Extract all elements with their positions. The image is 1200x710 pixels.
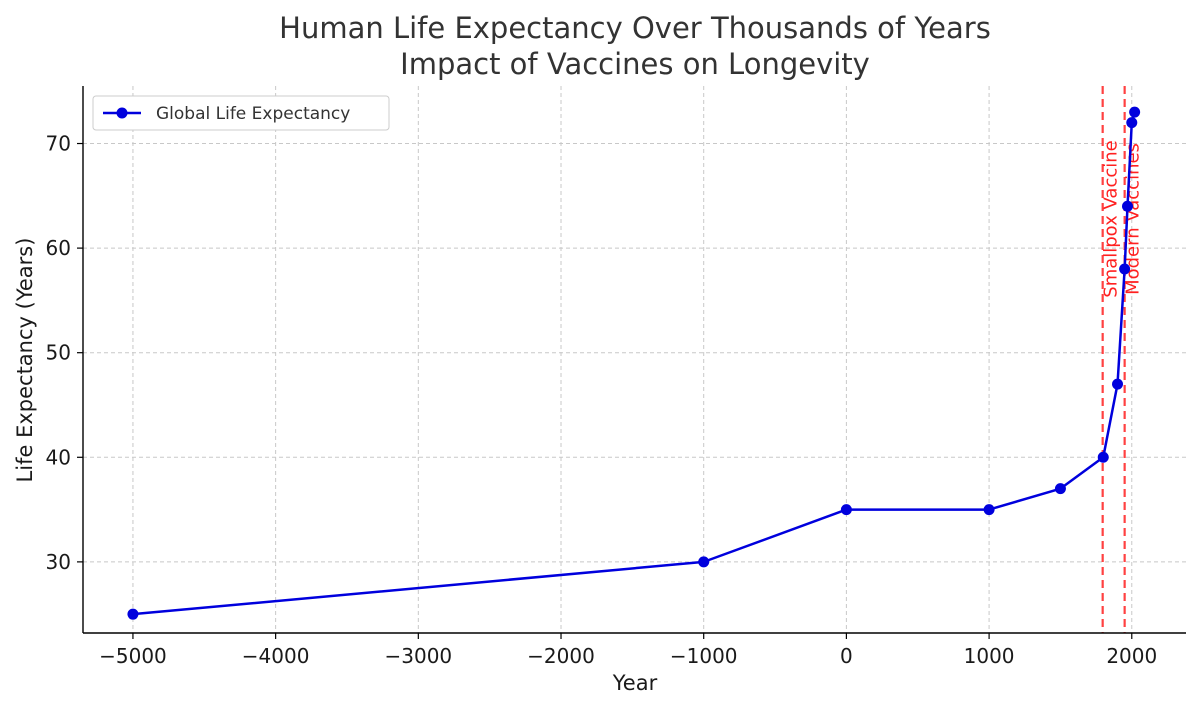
series-line [132,111,1136,616]
annotation-label: Smallpox Vaccine [1101,140,1122,297]
y-tick-label: 60 [46,236,71,260]
legend: Global Life Expectancy [92,95,390,131]
data-point [1112,378,1124,390]
data-point [127,608,139,620]
x-tick-label: −4000 [242,644,310,668]
series-layer [127,106,1141,620]
data-point [840,504,852,516]
chart-title: Human Life Expectancy Over Thousands of … [279,11,991,45]
x-tick-label: 2000 [1106,644,1157,668]
grid-lines [83,86,1186,633]
y-tick-label: 50 [46,341,71,365]
legend-marker [116,107,128,119]
x-tick-label: 1000 [964,644,1015,668]
chart-subtitle: Impact of Vaccines on Longevity [400,47,870,81]
y-tick-label: 40 [46,445,71,469]
data-point [698,556,710,568]
data-point [1126,117,1138,129]
y-tick-label: 70 [46,132,71,156]
legend-box [92,95,390,131]
x-tick-label: −2000 [527,644,595,668]
x-tick-label: −3000 [384,644,452,668]
legend-label: Global Life Expectancy [156,104,350,124]
y-axis-label: Life Expectancy (Years) [13,238,37,483]
x-tick-label: −1000 [670,644,738,668]
axes: −5000 −4000 −3000 −2000 −1000 0 1000 2000 30 40 50… [46,86,1186,668]
x-axis-label: Year [612,671,658,695]
x-tick-label: −5000 [99,644,167,668]
data-point [1054,483,1066,495]
data-point [1129,106,1141,118]
data-point [1097,451,1109,463]
data-point [1119,263,1131,275]
vaccine-annotations: Smallpox Vaccine Modern Vaccines [1101,86,1144,633]
x-tick-label: 0 [840,644,853,668]
data-point [983,504,995,516]
y-tick-label: 30 [46,550,71,574]
data-point [1121,200,1133,212]
